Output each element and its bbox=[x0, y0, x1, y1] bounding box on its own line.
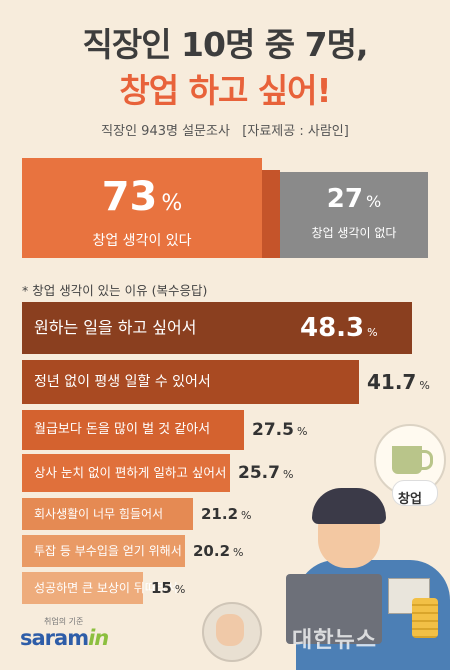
reason-label: 정년 없이 평생 일할 수 있어서 bbox=[34, 374, 211, 390]
reason-label: 상사 눈치 없이 편하게 일하고 싶어서 bbox=[34, 465, 227, 480]
reason-label: 성공하면 큰 보상이 뒤따라서 bbox=[34, 581, 178, 595]
reason-bar: 상사 눈치 없이 편하게 일하고 싶어서 bbox=[22, 454, 230, 492]
reason-label: 회사생활이 너무 힘들어서 bbox=[34, 507, 164, 521]
reason-bar: 월급보다 돈을 많이 벌 것 같아서 bbox=[22, 410, 244, 450]
no-summary-box: 27% 창업 생각이 없다 bbox=[280, 172, 428, 258]
reason-value: 27.5% bbox=[252, 420, 308, 440]
yes-label: 창업 생각이 있다 bbox=[92, 233, 192, 249]
mug-icon bbox=[392, 446, 422, 474]
mug-handle-icon bbox=[420, 450, 433, 470]
logo-tagline: 취업의 기준 bbox=[44, 617, 84, 626]
saramin-logo: saramin bbox=[20, 626, 109, 650]
headline-line-1: 직장인 10명 중 7명, bbox=[82, 25, 368, 64]
reason-value: 15% bbox=[151, 579, 186, 597]
reason-bar: 정년 없이 평생 일할 수 있어서 bbox=[22, 360, 359, 404]
yes-percent: 73% bbox=[101, 174, 183, 220]
bubble-label: 창업 bbox=[398, 492, 422, 507]
reason-value: 41.7% bbox=[367, 370, 430, 394]
no-percent: 27% bbox=[326, 184, 382, 214]
reason-value: 20.2% bbox=[193, 542, 244, 560]
reason-bar: 성공하면 큰 보상이 뒤따라서 bbox=[22, 572, 178, 604]
reason-value: 48.3% bbox=[300, 313, 378, 343]
reason-label: 투잡 등 부수입을 얻기 위해서 bbox=[34, 544, 182, 558]
yes-box-shade bbox=[262, 170, 280, 258]
reason-bar: 원하는 일을 하고 싶어서 bbox=[22, 302, 412, 354]
reason-label: 원하는 일을 하고 싶어서 bbox=[34, 318, 197, 337]
survey-source: 직장인 943명 설문조사 [자료제공 : 사람인] bbox=[101, 124, 349, 139]
laptop-illustration bbox=[286, 574, 382, 644]
reason-label: 월급보다 돈을 많이 벌 것 같아서 bbox=[34, 422, 211, 437]
no-label: 창업 생각이 없다 bbox=[311, 226, 397, 240]
reason-value: 21.2% bbox=[201, 505, 252, 523]
reasons-title: * 창업 생각이 있는 이유 (복수응답) bbox=[22, 283, 208, 298]
yes-summary-box: 73% 창업 생각이 있다 bbox=[22, 158, 262, 258]
coin-stack-icon bbox=[412, 598, 438, 638]
reason-bar: 투잡 등 부수입을 얻기 위해서 bbox=[22, 535, 185, 567]
reason-bar: 회사생활이 너무 힘들어서 bbox=[22, 498, 193, 530]
worker-hair-illustration bbox=[312, 488, 386, 524]
publisher-watermark: 대한뉴스 bbox=[292, 628, 377, 653]
headline-line-2: 창업 하고 싶어! bbox=[119, 71, 331, 110]
speech-bubble bbox=[392, 480, 438, 506]
reason-value: 25.7% bbox=[238, 463, 294, 483]
boss-face-illustration bbox=[216, 614, 244, 646]
